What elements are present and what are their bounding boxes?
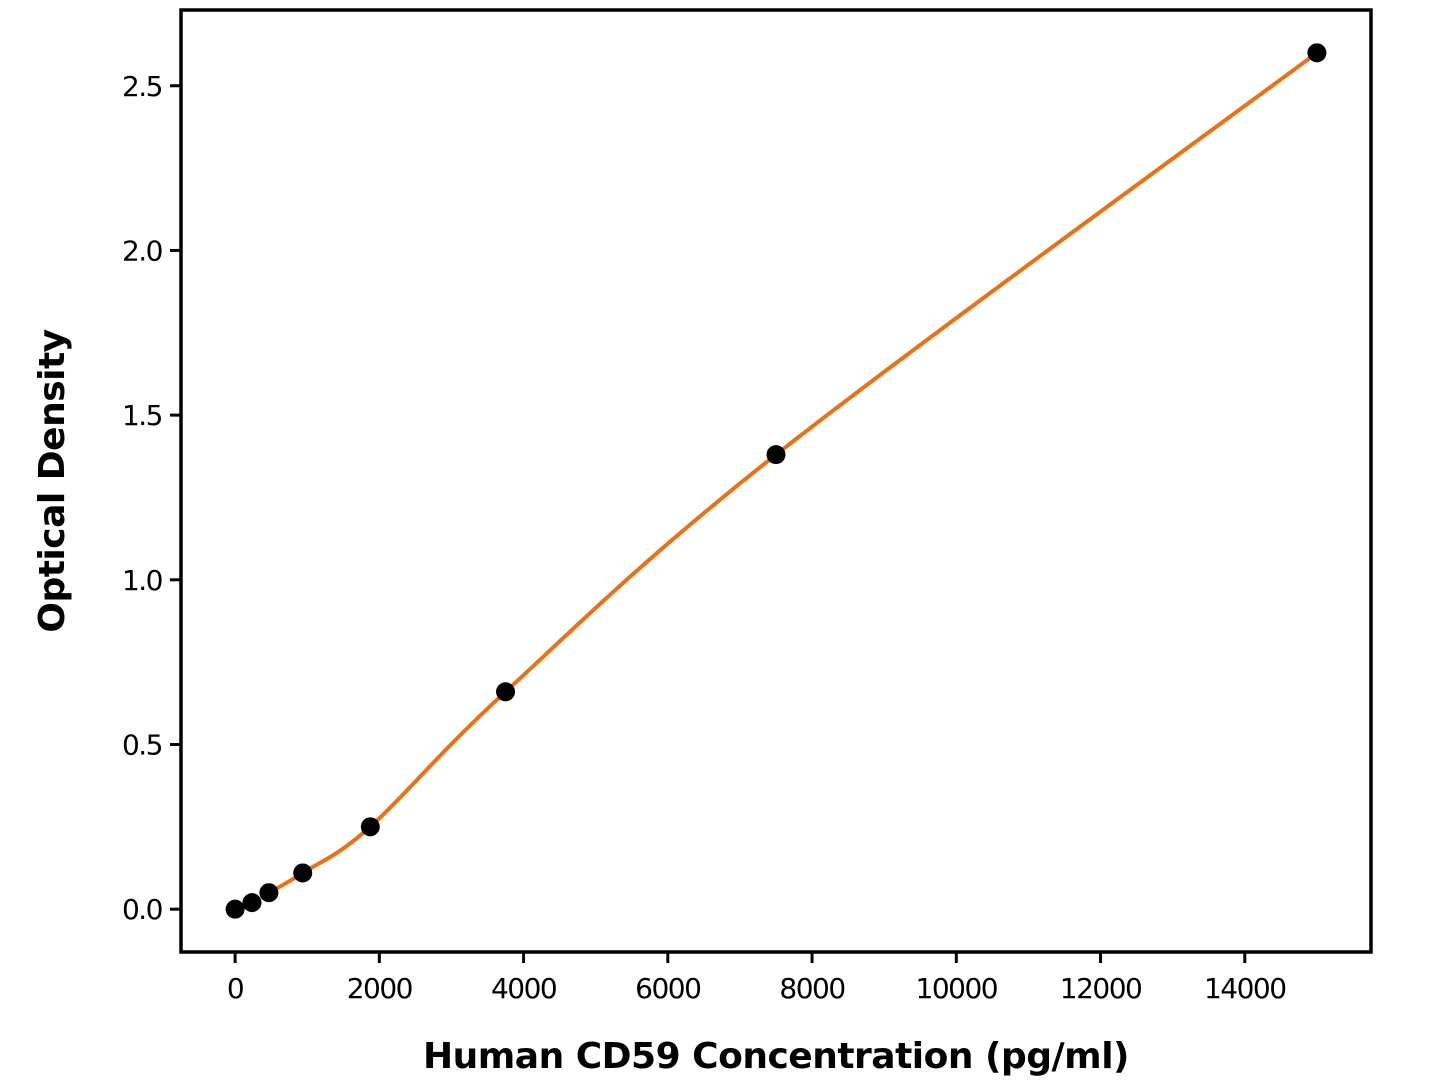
y-axis-label: Optical Density [32, 329, 73, 632]
y-tick-label: 2.5 [122, 70, 162, 103]
data-point [360, 817, 380, 837]
x-tick-label: 10000 [916, 972, 998, 1005]
y-tick-label: 0.0 [122, 893, 162, 926]
x-tick-label: 0 [227, 972, 243, 1005]
y-tick-label: 1.0 [122, 564, 162, 597]
x-tick-label: 2000 [347, 972, 412, 1005]
data-point [766, 445, 786, 465]
y-tick-label: 2.0 [122, 234, 162, 267]
y-tick-label: 1.5 [122, 399, 162, 432]
data-points [225, 43, 1327, 919]
data-point [242, 893, 262, 913]
data-point [225, 899, 245, 919]
data-point [293, 863, 313, 883]
x-tick-label: 6000 [635, 972, 700, 1005]
data-point [259, 883, 279, 903]
x-tick-label: 4000 [491, 972, 556, 1005]
x-axis-ticks: 0 2000 4000 6000 8000 10000 12000 14000 [227, 952, 1287, 1005]
x-tick-label: 12000 [1060, 972, 1142, 1005]
x-axis-label: Human CD59 Concentration (pg/ml) [423, 1036, 1129, 1077]
data-point [1307, 43, 1327, 63]
x-tick-label: 8000 [779, 972, 844, 1005]
data-point [496, 682, 516, 702]
y-tick-label: 0.5 [122, 728, 162, 761]
fit-curve-line [266, 50, 1319, 895]
x-tick-label: 14000 [1204, 972, 1286, 1005]
y-axis-ticks: 0.0 0.5 1.0 1.5 2.0 2.5 [122, 70, 181, 926]
plot-area [179, 8, 1373, 954]
